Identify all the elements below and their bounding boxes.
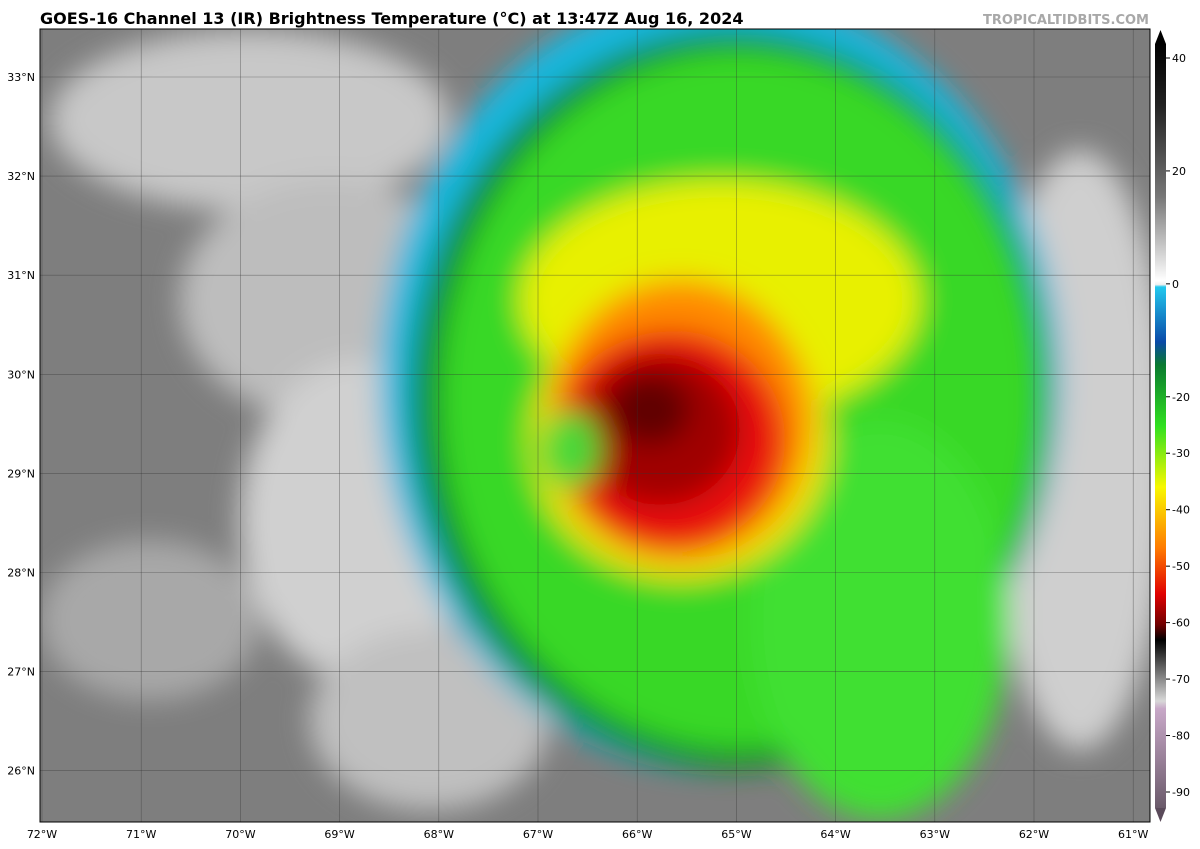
longitude-label: 72°W bbox=[27, 828, 57, 841]
latitude-label: 33°N bbox=[7, 71, 35, 84]
longitude-label: 63°W bbox=[920, 828, 950, 841]
colorbar-extend-bottom bbox=[1155, 808, 1166, 822]
latitude-label: 29°N bbox=[7, 467, 35, 480]
colorbar-tick-label: 0 bbox=[1172, 278, 1179, 291]
colorbar-tick-label: -90 bbox=[1172, 786, 1190, 799]
longitude-label: 61°W bbox=[1118, 828, 1148, 841]
colorbar-tick-label: 40 bbox=[1172, 52, 1186, 65]
latitude-label: 31°N bbox=[7, 269, 35, 282]
longitude-label: 71°W bbox=[126, 828, 156, 841]
longitude-label: 69°W bbox=[324, 828, 354, 841]
longitude-label: 64°W bbox=[820, 828, 850, 841]
longitude-label: 67°W bbox=[523, 828, 553, 841]
map-frame bbox=[39, 28, 1151, 823]
colorbar-tick-label: 20 bbox=[1172, 165, 1186, 178]
colorbar-tick-label: -80 bbox=[1172, 730, 1190, 743]
satellite-image bbox=[40, 29, 1150, 822]
graticule bbox=[40, 29, 1150, 822]
latitude-label: 32°N bbox=[7, 170, 35, 183]
latitude-label: 26°N bbox=[7, 765, 35, 778]
longitude-label: 65°W bbox=[721, 828, 751, 841]
longitude-label: 68°W bbox=[424, 828, 454, 841]
colorbar-tick-label: -60 bbox=[1172, 617, 1190, 630]
colorbar bbox=[1155, 44, 1166, 808]
latitude-label: 30°N bbox=[7, 368, 35, 381]
colorbar-tick-label: -70 bbox=[1172, 673, 1190, 686]
colorbar-tick-label: -30 bbox=[1172, 447, 1190, 460]
longitude-label: 70°W bbox=[225, 828, 255, 841]
longitude-label: 66°W bbox=[622, 828, 652, 841]
latitude-label: 27°N bbox=[7, 666, 35, 679]
latitude-label: 28°N bbox=[7, 567, 35, 580]
title: GOES-16 Channel 13 (IR) Brightness Tempe… bbox=[40, 9, 743, 28]
colorbar-extend-top bbox=[1155, 30, 1166, 44]
colorbar-tick-label: -40 bbox=[1172, 504, 1190, 517]
watermark: TROPICALTIDBITS.COM bbox=[983, 13, 1149, 28]
colorbar-tick-label: -50 bbox=[1172, 560, 1190, 573]
colorbar-tick-label: -20 bbox=[1172, 391, 1190, 404]
longitude-label: 62°W bbox=[1019, 828, 1049, 841]
